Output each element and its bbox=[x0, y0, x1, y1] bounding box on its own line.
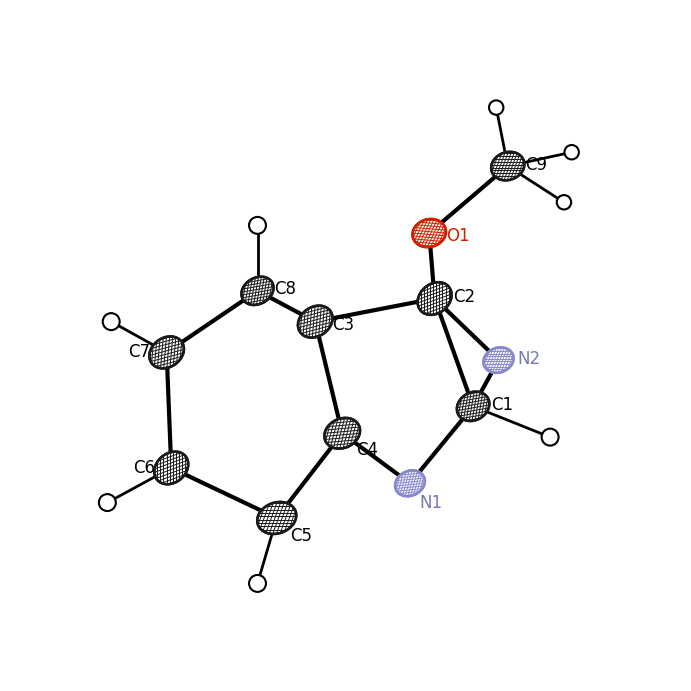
Ellipse shape bbox=[149, 337, 184, 368]
Text: C8: C8 bbox=[274, 281, 296, 299]
Text: C4: C4 bbox=[356, 442, 378, 460]
Text: C3: C3 bbox=[332, 316, 354, 334]
Circle shape bbox=[99, 494, 116, 511]
Text: C2: C2 bbox=[453, 288, 475, 306]
Ellipse shape bbox=[413, 219, 446, 247]
Ellipse shape bbox=[241, 276, 274, 305]
Circle shape bbox=[542, 428, 558, 446]
Circle shape bbox=[249, 217, 266, 234]
Ellipse shape bbox=[154, 452, 188, 484]
Text: C1: C1 bbox=[491, 396, 513, 414]
Ellipse shape bbox=[457, 392, 489, 421]
Ellipse shape bbox=[395, 471, 425, 496]
Circle shape bbox=[489, 100, 504, 115]
Circle shape bbox=[103, 313, 120, 330]
Text: C6: C6 bbox=[133, 459, 155, 477]
Ellipse shape bbox=[257, 502, 296, 534]
Ellipse shape bbox=[484, 348, 513, 373]
Text: N2: N2 bbox=[517, 350, 540, 368]
Circle shape bbox=[565, 145, 579, 160]
Ellipse shape bbox=[491, 152, 524, 180]
Ellipse shape bbox=[324, 418, 360, 448]
Circle shape bbox=[249, 575, 266, 592]
Text: N1: N1 bbox=[419, 494, 442, 512]
Text: O1: O1 bbox=[446, 227, 470, 245]
Ellipse shape bbox=[417, 282, 452, 315]
Text: C7: C7 bbox=[128, 343, 150, 361]
Text: C9: C9 bbox=[524, 155, 547, 173]
Circle shape bbox=[557, 195, 571, 209]
Ellipse shape bbox=[298, 305, 332, 338]
Text: C5: C5 bbox=[291, 527, 312, 545]
